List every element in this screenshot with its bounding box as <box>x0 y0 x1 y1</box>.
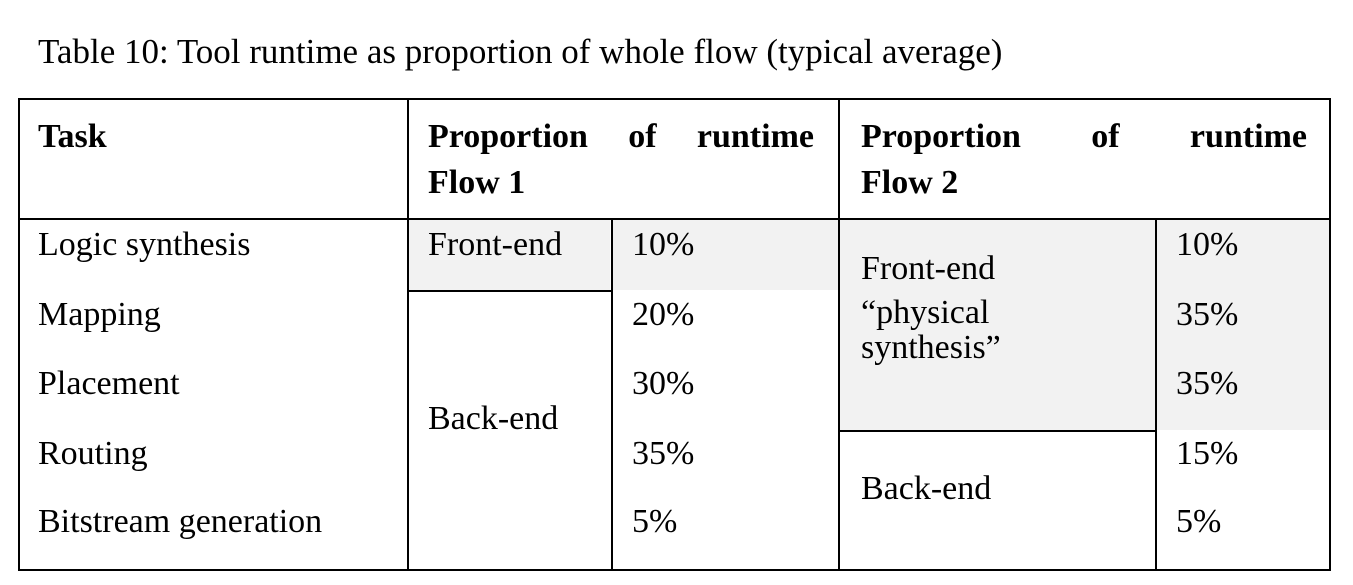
header-task: Task <box>38 118 107 155</box>
table-bottom-border <box>18 569 1331 571</box>
header-flow2-line1: Proportion of runtime <box>861 115 1307 159</box>
header-flow2-word-3: runtime <box>1189 118 1307 155</box>
flow2-value-cell: 35% <box>1176 365 1239 402</box>
header-flow1-word-1: Proportion <box>428 118 588 155</box>
task-cell: Bitstream generation <box>38 503 323 540</box>
header-flow1-line1: Proportion of runtime <box>428 115 814 159</box>
flow1-value-cell: 35% <box>632 435 695 472</box>
flow2-inner-divider <box>1155 218 1157 571</box>
header-flow1-word-3: runtime <box>696 118 814 155</box>
header-flow1-line2: Flow 1 <box>428 164 526 201</box>
flow2-front-end-line-1: Front-end <box>861 250 996 287</box>
header-flow2-line2: Flow 2 <box>861 164 959 201</box>
flow2-front-end-shade <box>840 219 1330 430</box>
table-left-border <box>18 98 20 571</box>
flow-divider <box>838 98 840 571</box>
flow1-front-end-shade <box>408 219 610 290</box>
flow1-value-1-shade <box>612 219 838 290</box>
task-cell: Logic synthesis <box>38 226 251 263</box>
flow2-back-end-label: Back-end <box>861 470 992 507</box>
table-right-border <box>1329 98 1331 571</box>
flow2-value-cell: 5% <box>1176 503 1222 540</box>
flow2-value-cell: 35% <box>1176 296 1239 333</box>
flow2-value-cell: 10% <box>1176 226 1239 263</box>
flow1-value-cell: 20% <box>632 296 695 333</box>
flow2-value-cell: 15% <box>1176 435 1239 472</box>
flow1-inner-divider <box>611 218 613 571</box>
header-bottom-border <box>18 218 1331 220</box>
table-top-border <box>18 98 1331 100</box>
flow1-value-cell: 30% <box>632 365 695 402</box>
task-cell: Routing <box>38 435 148 472</box>
task-cell: Mapping <box>38 296 161 333</box>
flow1-back-end-label: Back-end <box>428 400 559 437</box>
flow2-front-end-label: Front-end “physical synthesis” <box>861 247 1001 370</box>
header-flow2-word-2: of <box>1091 118 1120 155</box>
flow2-front-back-divider <box>840 430 1156 432</box>
table-caption: Table 10: Tool runtime as proportion of … <box>38 32 1003 71</box>
header-flow2-word-1: Proportion <box>861 118 1021 155</box>
flow1-value-cell: 5% <box>632 503 678 540</box>
flow1-front-back-divider <box>408 290 612 292</box>
flow1-front-end-label: Front-end <box>428 226 563 263</box>
task-column-divider <box>407 98 409 571</box>
task-cell: Placement <box>38 365 180 402</box>
flow2-front-end-line-2: “physical <box>861 294 990 331</box>
header-flow1-word-2: of <box>628 118 657 155</box>
flow1-value-cell: 10% <box>632 226 695 263</box>
flow2-front-end-line-3: synthesis” <box>861 329 1001 366</box>
